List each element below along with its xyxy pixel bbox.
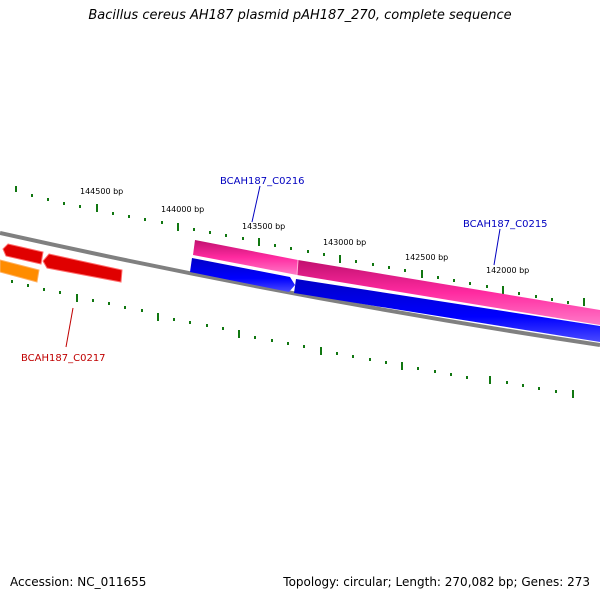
leader-line-c0215 [493, 228, 501, 266]
leader-line-c0217 [65, 307, 74, 348]
outer-tick-row [15, 186, 585, 306]
inner-tick-row [11, 280, 574, 398]
accession-text: Accession: NC_011655 [10, 575, 147, 589]
gene-bcah187-c0217-arrow[interactable] [42, 253, 123, 283]
gene-bcah187-c0216-forward[interactable] [193, 240, 298, 275]
gene-bcah187-c0216-reverse[interactable] [190, 258, 295, 292]
bp-label-142500: 142500 bp [405, 253, 448, 262]
gene-label-c0216[interactable]: BCAH187_C0216 [220, 176, 305, 187]
bp-label-142000: 142000 bp [486, 266, 529, 275]
gene-label-c0215[interactable]: BCAH187_C0215 [463, 219, 548, 230]
gene-orange-segment[interactable] [0, 259, 40, 283]
gene-label-c0217[interactable]: BCAH187_C0217 [21, 353, 106, 364]
sequence-backbone [0, 231, 600, 347]
bp-label-144000: 144000 bp [161, 205, 204, 214]
gene-bcah187-c0215-reverse[interactable] [294, 279, 600, 342]
leader-line-c0216 [251, 185, 261, 223]
bp-label-143500: 143500 bp [242, 222, 285, 231]
gene-boundary [296, 259, 299, 276]
gene-bcah187-c0215-forward[interactable] [297, 260, 600, 325]
bp-label-144500: 144500 bp [80, 187, 123, 196]
map-title: Bacillus cereus AH187 plasmid pAH187_270… [88, 8, 512, 23]
gene-small-red-arrow[interactable] [2, 243, 44, 265]
sequence-summary: Topology: circular; Length: 270,082 bp; … [283, 575, 590, 589]
bp-label-143000: 143000 bp [323, 238, 366, 247]
